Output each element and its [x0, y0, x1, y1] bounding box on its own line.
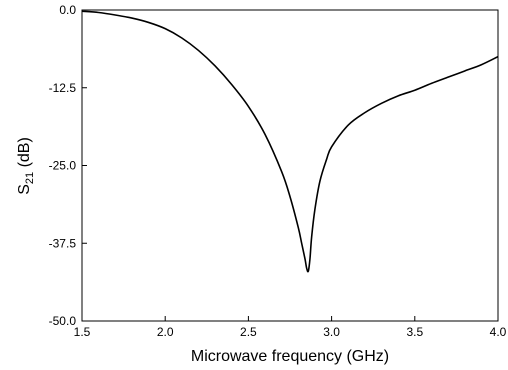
y-axis-title-main: S	[16, 184, 33, 195]
x-tick-label: 4.0	[490, 325, 507, 339]
y-axis-title-subscript: 21	[24, 172, 36, 184]
y-axis-title: S21 (dB)	[16, 137, 36, 195]
y-tick-label: -50.0	[49, 314, 77, 328]
x-tick-label: 3.0	[323, 325, 340, 339]
x-axis-ticks: 1.5 2.0 2.5 3.0 3.5 4.0	[74, 316, 507, 339]
x-tick-label: 2.0	[157, 325, 174, 339]
y-tick-label: -12.5	[49, 81, 77, 95]
y-tick-label: -25.0	[49, 159, 77, 173]
y-tick-label: -37.5	[49, 236, 77, 250]
y-axis-title-unit: (dB)	[16, 137, 33, 172]
x-tick-label: 2.5	[240, 325, 257, 339]
y-tick-label: 0.0	[59, 3, 76, 17]
plot-frame	[81, 9, 499, 322]
x-axis-title: Microwave frequency (GHz)	[191, 348, 389, 365]
x-tick-label: 3.5	[406, 325, 423, 339]
x-tick-label: 1.5	[74, 325, 91, 339]
y-axis-ticks: 0.0 -12.5 -25.0 -37.5 -50.0	[49, 3, 87, 328]
s21-line	[81, 10, 499, 273]
